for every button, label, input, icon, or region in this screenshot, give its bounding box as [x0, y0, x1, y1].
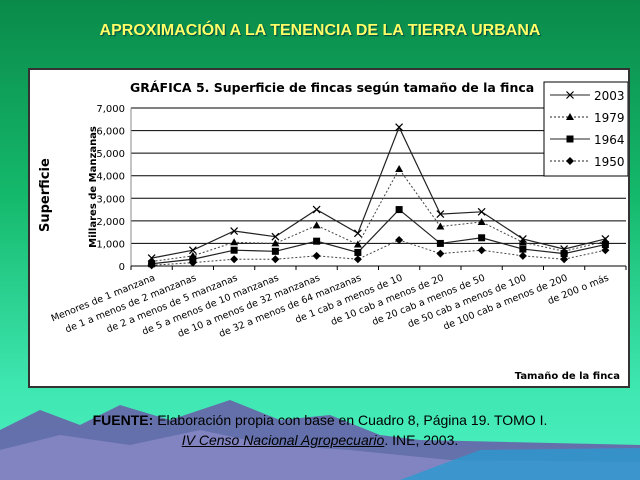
- source-line2: . INE, 2003.: [384, 432, 459, 448]
- data-point-1964: [478, 234, 486, 242]
- data-point-2003: [477, 207, 486, 216]
- data-point-1950: [230, 255, 239, 264]
- line-chart: GRÁFICA 5. Superficie de fincas según ta…: [50, 80, 629, 382]
- y-tick-label: 4,000: [96, 172, 125, 183]
- data-point-2003: [312, 205, 321, 214]
- legend-marker-1964: [566, 135, 574, 143]
- data-point-1950: [271, 255, 280, 264]
- data-point-1950: [436, 249, 445, 258]
- data-point-1950: [560, 255, 569, 264]
- series-line-2003: [151, 125, 606, 259]
- legend-label: 1979: [594, 111, 625, 125]
- series-line-1964: [151, 208, 606, 265]
- census-name: IV Censo Nacional Agropecuario: [181, 432, 385, 448]
- data-point-1979: [271, 239, 280, 247]
- x-axis-label: Tamaño de la finca: [515, 371, 620, 382]
- data-point-1964: [271, 247, 279, 255]
- data-point-2003: [271, 232, 280, 241]
- legend-marker-1950: [566, 157, 574, 165]
- data-point-1950: [312, 251, 321, 260]
- data-point-1964: [560, 250, 568, 258]
- series-line-1950: [151, 239, 606, 266]
- data-point-1979: [230, 238, 239, 246]
- data-point-1950: [518, 251, 527, 260]
- data-point-1979: [353, 240, 362, 248]
- slide-title: APROXIMACIÓN A LA TENENCIA DE LA TIERRA …: [99, 22, 541, 39]
- data-point-1964: [354, 248, 362, 256]
- data-point-1979: [477, 217, 486, 225]
- data-point-1964: [230, 246, 238, 254]
- data-point-2003: [353, 229, 362, 238]
- chart-panel: GRÁFICA 5. Superficie de fincas según ta…: [28, 68, 630, 388]
- source-note: FUENTE: Elaboración propia con base en C…: [0, 410, 640, 450]
- data-point-1979: [395, 164, 404, 172]
- legend-marker-1979: [566, 113, 574, 120]
- y-axis-label: Millares de Manzanas: [88, 126, 99, 248]
- data-point-1964: [395, 206, 403, 214]
- y-tick-label: 7,000: [96, 104, 125, 115]
- source-line1: Elaboración propia con base en Cuadro 8,…: [157, 412, 548, 428]
- y-tick-label: 0: [119, 262, 125, 273]
- legend-label: 2003: [594, 89, 625, 103]
- mountain-backdrop: [0, 400, 640, 480]
- y-tick-label: 1,000: [96, 239, 125, 250]
- data-point-1979: [312, 221, 321, 229]
- chart-title: GRÁFICA 5. Superficie de fincas según ta…: [130, 80, 534, 95]
- legend: [543, 81, 629, 177]
- data-point-2003: [395, 123, 404, 132]
- y-tick-label: 2,000: [96, 217, 125, 228]
- data-point-1950: [353, 255, 362, 264]
- legend-label: 1964: [594, 133, 625, 147]
- legend-marker-2003: [566, 91, 574, 99]
- data-point-1950: [188, 258, 197, 267]
- data-point-2003: [230, 227, 239, 235]
- legend-label: 1950: [594, 155, 625, 169]
- data-point-2003: [436, 210, 445, 219]
- data-point-1964: [436, 239, 444, 247]
- outer-y-axis-label: Superficie: [38, 158, 53, 232]
- data-point-1979: [518, 238, 527, 246]
- data-point-1950: [395, 236, 404, 245]
- data-point-1979: [436, 222, 445, 230]
- data-point-1950: [147, 261, 156, 270]
- data-point-1964: [313, 237, 321, 245]
- series-line-1979: [151, 168, 606, 262]
- data-point-1964: [519, 245, 527, 253]
- data-point-2003: [188, 246, 197, 255]
- source-label: FUENTE:: [92, 412, 154, 428]
- data-point-1950: [601, 246, 610, 255]
- data-point-1950: [477, 246, 486, 255]
- y-tick-label: 5,000: [96, 149, 125, 160]
- data-point-1964: [601, 241, 609, 249]
- y-tick-label: 6,000: [96, 127, 125, 138]
- y-tick-label: 3,000: [96, 194, 125, 205]
